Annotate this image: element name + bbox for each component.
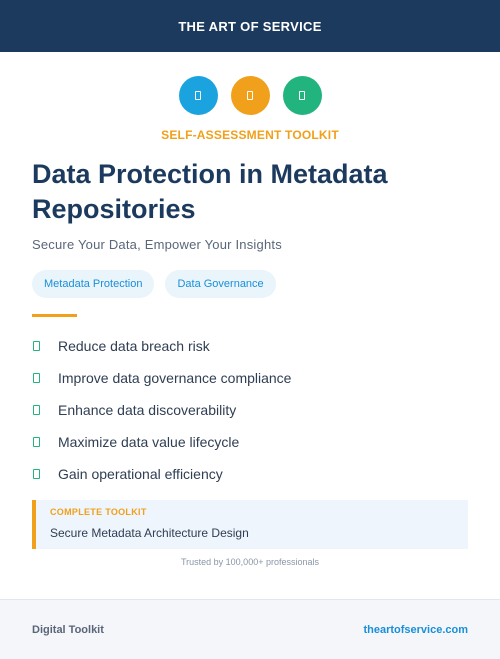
list-item: Enhance data discoverability bbox=[32, 394, 291, 426]
document-icon bbox=[282, 76, 322, 115]
check-icon bbox=[33, 405, 40, 415]
list-item: Improve data governance compliance bbox=[32, 362, 291, 394]
check-icon bbox=[33, 469, 40, 479]
header-bar: THE ART OF SERVICE bbox=[0, 0, 500, 52]
footer-link[interactable]: theartofservice.com bbox=[363, 623, 468, 636]
list-item: Gain operational efficiency bbox=[32, 458, 291, 490]
list-item: Maximize data value lifecycle bbox=[32, 426, 291, 458]
footer-label: Digital Toolkit bbox=[32, 623, 104, 636]
brand-name: THE ART OF SERVICE bbox=[178, 18, 322, 34]
subtitle: Secure Your Data, Empower Your Insights bbox=[32, 237, 282, 252]
footer: Digital Toolkit theartofservice.com bbox=[0, 599, 500, 659]
callout-value: Secure Metadata Architecture Design bbox=[50, 526, 249, 540]
tag-metadata-protection: Metadata Protection bbox=[32, 270, 155, 298]
tag-list: Metadata Protection Data Governance bbox=[32, 270, 276, 298]
benefit-list: Reduce data breach risk Improve data gov… bbox=[32, 330, 291, 490]
document-icon bbox=[178, 76, 218, 115]
check-icon bbox=[33, 437, 40, 447]
document-icon bbox=[230, 76, 270, 115]
accent-divider bbox=[32, 314, 77, 317]
trust-note: Trusted by 100,000+ professionals bbox=[180, 557, 319, 567]
check-icon bbox=[33, 373, 40, 383]
callout-label: COMPLETE TOOLKIT bbox=[50, 507, 147, 517]
list-item: Reduce data breach risk bbox=[32, 330, 291, 362]
toolkit-callout: COMPLETE TOOLKIT Secure Metadata Archite… bbox=[32, 500, 468, 549]
page-title: Data Protection in Metadata Repositories bbox=[32, 159, 388, 224]
icon-row bbox=[0, 76, 500, 115]
tag-data-governance: Data Governance bbox=[165, 270, 276, 298]
eyebrow-label: SELF-ASSESSMENT TOOLKIT bbox=[161, 128, 339, 142]
check-icon bbox=[33, 341, 40, 351]
